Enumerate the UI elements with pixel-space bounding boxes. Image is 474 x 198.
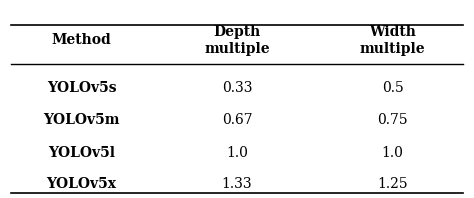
Text: YOLOv5l: YOLOv5l [48,146,115,160]
Text: 1.25: 1.25 [377,177,408,191]
Text: 1.33: 1.33 [222,177,252,191]
Text: 1.0: 1.0 [382,146,403,160]
Text: YOLOv5m: YOLOv5m [43,113,120,128]
Text: Depth
multiple: Depth multiple [204,25,270,55]
Text: YOLOv5s: YOLOv5s [46,81,116,95]
Text: 0.5: 0.5 [382,81,403,95]
Text: 0.75: 0.75 [377,113,408,128]
Text: Width
multiple: Width multiple [360,25,425,55]
Text: 0.67: 0.67 [222,113,252,128]
Text: 0.33: 0.33 [222,81,252,95]
Text: 1.0: 1.0 [226,146,248,160]
Text: YOLOv5x: YOLOv5x [46,177,117,191]
Text: Method: Method [52,33,111,48]
